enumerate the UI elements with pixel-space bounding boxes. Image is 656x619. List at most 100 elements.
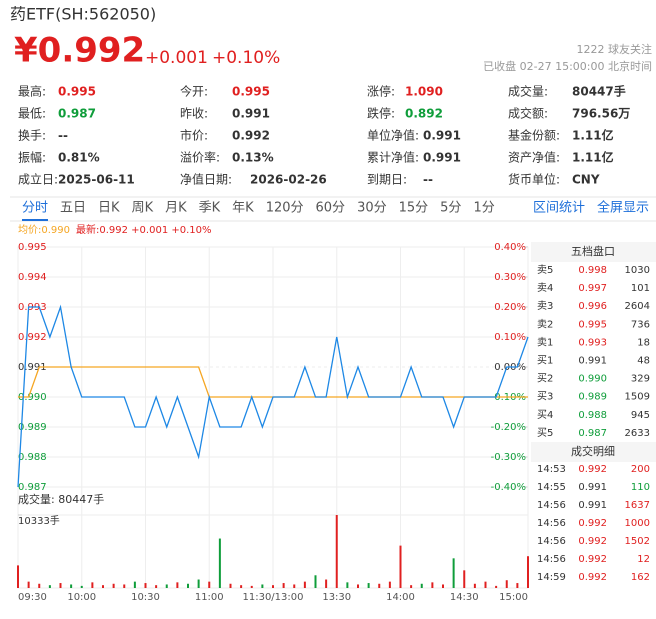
x-tick-label: 14:30 xyxy=(450,592,479,603)
volume-bar xyxy=(346,582,349,588)
y-tick-label: 0.995 xyxy=(18,242,47,253)
stat-value: -- xyxy=(58,129,68,143)
panel-header xyxy=(531,442,656,462)
tool[interactable]: 全屏显示 xyxy=(597,200,649,216)
tab[interactable]: 30分 xyxy=(357,201,387,216)
stat-label: 累计净值: xyxy=(367,150,419,165)
volume-bar xyxy=(133,581,136,588)
legend-latest: 最新:0.992 +0.001 +0.10% xyxy=(76,223,212,236)
volume-bar xyxy=(293,584,296,588)
trade-time: 14:56 xyxy=(537,500,566,511)
legend-avg: 均价:0.990 xyxy=(18,224,70,236)
change: +0.001 xyxy=(145,48,208,68)
tab[interactable]: 120分 xyxy=(266,201,304,216)
y-tick-label: 0.987 xyxy=(18,482,47,493)
book-price: 0.990 xyxy=(578,374,607,385)
volume-bar xyxy=(410,585,413,588)
volume-bar xyxy=(442,584,444,588)
stat-label: 涨停: xyxy=(367,84,395,99)
volume-bar xyxy=(70,584,73,588)
trade-volume: 162 xyxy=(631,572,650,583)
stat-label: 基金份额: xyxy=(508,128,560,143)
book-side: 买3 xyxy=(537,391,553,403)
volume-bar xyxy=(80,585,83,588)
volume-bar xyxy=(27,581,30,588)
tab[interactable]: 60分 xyxy=(316,201,346,216)
trade-volume: 200 xyxy=(631,464,650,475)
volume-bar xyxy=(155,585,158,588)
stat-label: 单位净值: xyxy=(367,128,419,143)
x-tick-label: 10:30 xyxy=(131,592,160,603)
stat-value: 2025-06-11 xyxy=(58,173,135,187)
stat-label: 净值日期: xyxy=(180,172,232,187)
volume-bar xyxy=(240,585,243,588)
tab[interactable]: 季K xyxy=(199,201,221,216)
volume-bar xyxy=(229,583,232,588)
volume-bar xyxy=(218,538,221,588)
book-volume: 736 xyxy=(631,319,650,330)
volume-bar xyxy=(314,575,317,588)
trade-time: 14:56 xyxy=(537,536,566,547)
volume-bar xyxy=(431,582,434,588)
volume-bar xyxy=(303,581,306,588)
trade-price: 0.992 xyxy=(578,464,607,475)
volume-bar xyxy=(473,583,476,588)
tab[interactable]: 1分 xyxy=(473,201,494,216)
book-price: 0.997 xyxy=(578,283,607,294)
book-price: 0.995 xyxy=(578,319,607,330)
stat-label: 成立日: xyxy=(18,172,58,187)
panel-header xyxy=(531,242,656,262)
book-price: 0.993 xyxy=(578,337,607,348)
volume-bar xyxy=(250,585,253,588)
tab[interactable]: 分时 xyxy=(22,201,48,216)
stat-value: 1.11亿 xyxy=(572,128,614,143)
volume-bar xyxy=(452,558,455,588)
trade-price: 0.992 xyxy=(578,572,607,583)
stat-value: 0.992 xyxy=(232,129,270,143)
tab[interactable]: 15分 xyxy=(399,201,429,216)
tab[interactable]: 周K xyxy=(132,201,154,216)
tab[interactable]: 月K xyxy=(165,201,187,216)
book-side: 买2 xyxy=(537,373,553,385)
tool[interactable]: 区间统计 xyxy=(533,201,585,216)
book-price: 0.996 xyxy=(578,301,607,312)
book-volume: 1509 xyxy=(625,392,650,403)
stat-value: 0.991 xyxy=(423,129,461,143)
volume-bar xyxy=(388,581,391,588)
y-tick-label: 0.992 xyxy=(18,332,47,343)
volume-bar xyxy=(165,584,168,588)
stat-label: 振幅: xyxy=(18,150,46,165)
book-side: 卖5 xyxy=(537,264,553,276)
stat-label: 换手: xyxy=(18,129,46,143)
volume-bar xyxy=(463,570,466,588)
book-volume: 329 xyxy=(631,374,650,385)
book-volume: 2604 xyxy=(625,301,650,312)
y2-tick-label: -0.30% xyxy=(491,452,526,463)
volume-bar xyxy=(399,545,402,588)
stat-value: 2026-02-26 xyxy=(250,173,327,187)
volume-bar xyxy=(123,584,126,588)
tab[interactable]: 年K xyxy=(232,201,254,216)
y-tick-label: 0.989 xyxy=(18,422,47,433)
volume-bar xyxy=(176,582,179,588)
stat-value: 0.892 xyxy=(405,107,443,121)
panel-title: 五档盘口 xyxy=(571,244,615,258)
volume-bar xyxy=(59,583,62,588)
book-price: 0.987 xyxy=(578,428,607,439)
tab[interactable]: 日K xyxy=(98,201,120,216)
stat-label: 成交额: xyxy=(508,106,548,121)
book-volume: 48 xyxy=(637,356,650,367)
tab[interactable]: 五日 xyxy=(60,201,86,216)
volume-tick-label: 10333手 xyxy=(18,514,60,527)
tab[interactable]: 5分 xyxy=(440,201,461,216)
stat-value: 0.991 xyxy=(423,151,461,165)
x-tick-label: 11:00 xyxy=(195,592,224,603)
volume-bar xyxy=(420,583,423,588)
book-volume: 18 xyxy=(637,337,650,348)
book-price: 0.989 xyxy=(578,392,607,403)
x-tick-label: 15:00 xyxy=(499,592,528,603)
stat-value: 0.987 xyxy=(58,107,96,121)
book-price: 0.998 xyxy=(578,265,607,276)
volume-bar xyxy=(261,584,264,588)
